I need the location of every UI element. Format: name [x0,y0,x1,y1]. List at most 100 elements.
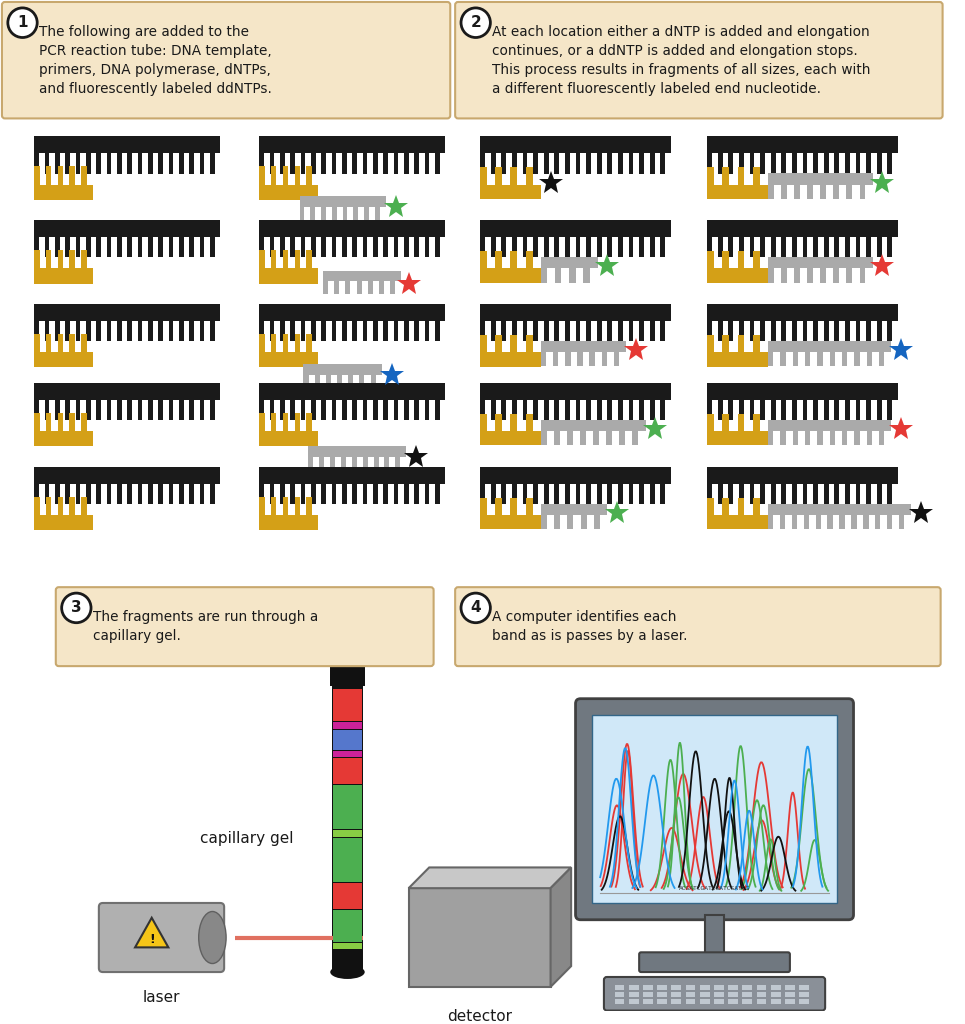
Bar [672,998,681,1004]
Bar [332,681,363,972]
Bar [333,943,362,949]
Polygon shape [707,136,898,174]
Bar [333,784,362,829]
Ellipse shape [199,911,226,964]
Polygon shape [540,257,597,283]
Polygon shape [35,220,220,257]
Bar [643,998,653,1004]
Polygon shape [481,304,671,341]
Bar [799,998,809,1004]
Bar [333,883,362,908]
Bar [672,992,681,996]
Bar [657,998,667,1004]
Polygon shape [707,498,768,529]
Bar [771,998,781,1004]
Polygon shape [260,334,318,368]
Polygon shape [768,257,872,283]
Polygon shape [260,383,446,420]
Bar [615,985,624,990]
Bar [785,998,795,1004]
Polygon shape [35,334,93,368]
Bar [757,992,766,996]
Bar [615,992,624,996]
Polygon shape [707,467,898,504]
Bar [333,689,362,722]
Polygon shape [707,220,898,257]
Circle shape [8,8,38,38]
Polygon shape [135,918,168,947]
FancyBboxPatch shape [575,698,853,920]
Polygon shape [481,251,540,283]
Polygon shape [481,498,540,529]
Ellipse shape [330,966,365,979]
FancyBboxPatch shape [98,903,224,972]
FancyBboxPatch shape [639,952,790,972]
Text: 2: 2 [470,15,482,30]
Text: At each location either a dNTP is added and elongation
continues, or a ddNTP is : At each location either a dNTP is added … [492,25,870,95]
FancyBboxPatch shape [2,2,451,119]
Polygon shape [260,220,446,257]
Text: The fragments are run through a
capillary gel.: The fragments are run through a capillar… [93,610,318,643]
Polygon shape [35,136,220,174]
Bar [771,985,781,990]
Text: A computer identifies each
band as is passes by a laser.: A computer identifies each band as is pa… [492,610,688,643]
Bar [593,716,837,903]
Bar [757,985,766,990]
Bar [729,992,738,996]
Bar [686,985,696,990]
Bar [408,888,551,987]
Polygon shape [768,504,911,529]
FancyBboxPatch shape [56,587,433,667]
Text: ACGATCGATCGATCGATCG: ACGATCGATCGATCGATCG [679,886,750,891]
Polygon shape [260,413,318,446]
FancyBboxPatch shape [604,977,825,1011]
Bar [686,998,696,1004]
Text: 3: 3 [71,600,82,615]
Bar [643,985,653,990]
Bar [615,998,624,1004]
Bar [742,998,752,1004]
Bar [700,992,709,996]
Bar [657,992,667,996]
Polygon shape [768,420,892,445]
Polygon shape [35,383,220,420]
Polygon shape [35,250,93,284]
Bar [799,992,809,996]
Text: The following are added to the
PCR reaction tube: DNA template,
primers, DNA pol: The following are added to the PCR react… [40,25,272,95]
Bar [629,998,639,1004]
Polygon shape [35,304,220,341]
Circle shape [461,593,490,623]
Polygon shape [481,220,671,257]
Polygon shape [551,867,571,987]
Bar [714,998,724,1004]
Text: !: ! [149,933,154,946]
FancyBboxPatch shape [455,587,941,667]
Bar [333,838,362,883]
Polygon shape [481,335,540,367]
Bar [771,992,781,996]
Bar [629,992,639,996]
Polygon shape [481,383,671,420]
Text: 4: 4 [470,600,481,615]
Bar [672,985,681,990]
Polygon shape [768,341,892,367]
Bar [333,722,362,729]
Bar [333,759,362,783]
Polygon shape [540,504,607,529]
Polygon shape [35,467,220,504]
Polygon shape [408,867,571,888]
Polygon shape [481,167,540,199]
Polygon shape [260,166,318,200]
Polygon shape [707,251,768,283]
Bar [333,909,362,942]
FancyBboxPatch shape [455,2,943,119]
Bar [729,998,738,1004]
Bar [330,659,365,686]
Bar [785,992,795,996]
Polygon shape [260,136,446,174]
Polygon shape [481,467,671,504]
Bar [714,985,724,990]
Polygon shape [540,341,626,367]
Text: detector: detector [447,1009,512,1024]
Polygon shape [707,304,898,341]
